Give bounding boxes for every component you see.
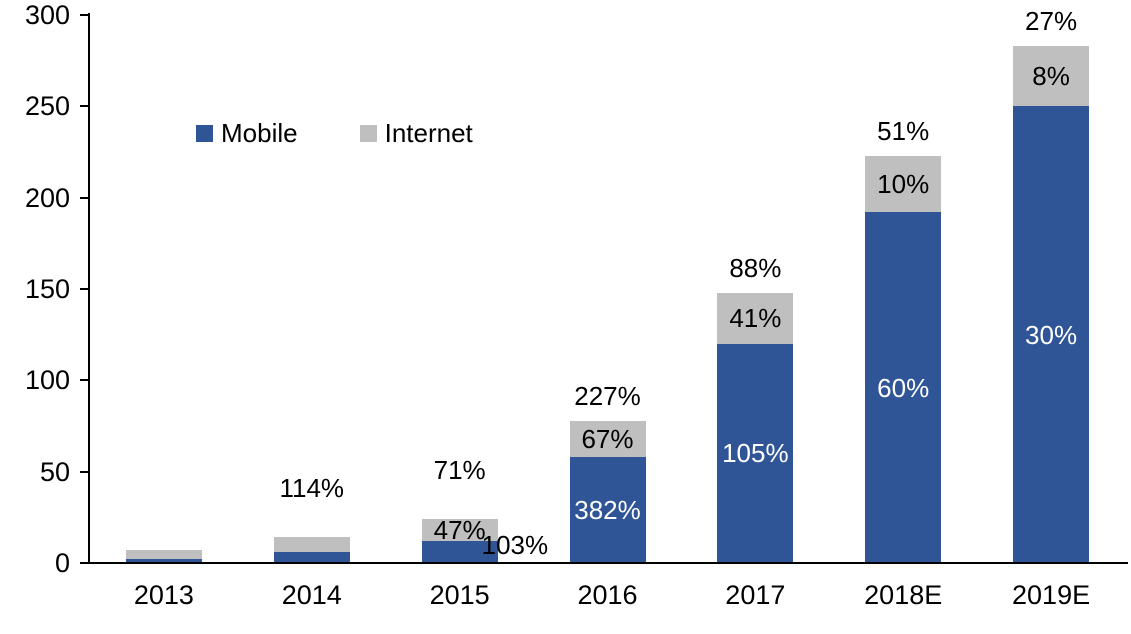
mobile-growth-label: 30% (1025, 319, 1078, 350)
bar-segment-internet (717, 292, 794, 344)
y-tick-mark (80, 379, 89, 382)
total-growth-label: 71% (433, 455, 486, 486)
total-growth-label: 51% (877, 115, 930, 146)
x-category-label: 2016 (577, 580, 638, 610)
bar-segment-mobile (421, 541, 498, 563)
total-growth-label: 227% (574, 380, 641, 411)
x-category-label: 2017 (725, 580, 786, 610)
bar-segment-internet (273, 537, 350, 553)
total-growth-label: 114% (279, 473, 345, 504)
total-growth-label: 88% (729, 252, 782, 283)
total-growth-label: 27% (1025, 6, 1078, 37)
y-tick-mark (80, 562, 89, 564)
x-axis-line (88, 562, 1128, 564)
internet-growth-label: 8% (1032, 61, 1070, 92)
bar-segment-internet (125, 550, 202, 560)
legend-label-internet: Internet (384, 118, 473, 148)
y-tick-mark (80, 196, 89, 199)
legend-swatch-internet-icon (359, 125, 377, 142)
bar-segment-mobile (125, 559, 202, 563)
y-tick-label: 100 (24, 365, 70, 396)
legend-item-mobile: Mobile (196, 118, 298, 149)
y-tick-mark (80, 105, 89, 108)
bar-segment-mobile (717, 343, 794, 563)
y-tick-mark (80, 14, 89, 16)
y-tick-label: 50 (39, 456, 70, 487)
mobile-growth-label: 105% (722, 438, 789, 469)
bar-segment-internet (1013, 46, 1090, 107)
bar-segment-mobile (273, 552, 350, 563)
y-tick-mark (80, 470, 89, 473)
legend-item-internet: Internet (359, 118, 473, 149)
bar-segment-internet (421, 519, 498, 542)
bar-segment-mobile (569, 457, 646, 563)
bar-segment-mobile (865, 212, 942, 563)
mobile-growth-label: 103% (481, 530, 549, 560)
x-category-label: 2013 (133, 580, 194, 610)
legend-swatch-mobile-icon (196, 125, 213, 142)
internet-growth-label: 67% (581, 423, 634, 454)
y-tick-mark (80, 288, 89, 290)
x-category-label: 2018E (864, 580, 943, 610)
internet-growth-label: 41% (729, 303, 782, 334)
internet-growth-label: 47% (433, 515, 486, 546)
bar-segment-mobile (1013, 106, 1090, 563)
x-category-label: 2019E (1012, 580, 1091, 610)
y-tick-label: 150 (24, 274, 70, 304)
internet-growth-label: 10% (877, 168, 930, 199)
y-axis-line (88, 13, 90, 564)
y-tick-label: 300 (24, 0, 70, 30)
mobile-growth-label: 382% (574, 495, 641, 526)
legend-label-mobile: Mobile (221, 118, 298, 148)
x-category-label: 2015 (429, 580, 490, 610)
y-tick-label: 0 (54, 548, 70, 578)
y-tick-label: 250 (24, 91, 70, 122)
x-category-label: 2014 (281, 580, 342, 610)
legend: Mobile Internet (196, 118, 473, 149)
bar-segment-internet (569, 420, 646, 458)
y-tick-label: 200 (24, 182, 70, 213)
mobile-growth-label: 60% (877, 372, 930, 403)
bar-segment-internet (865, 155, 942, 213)
